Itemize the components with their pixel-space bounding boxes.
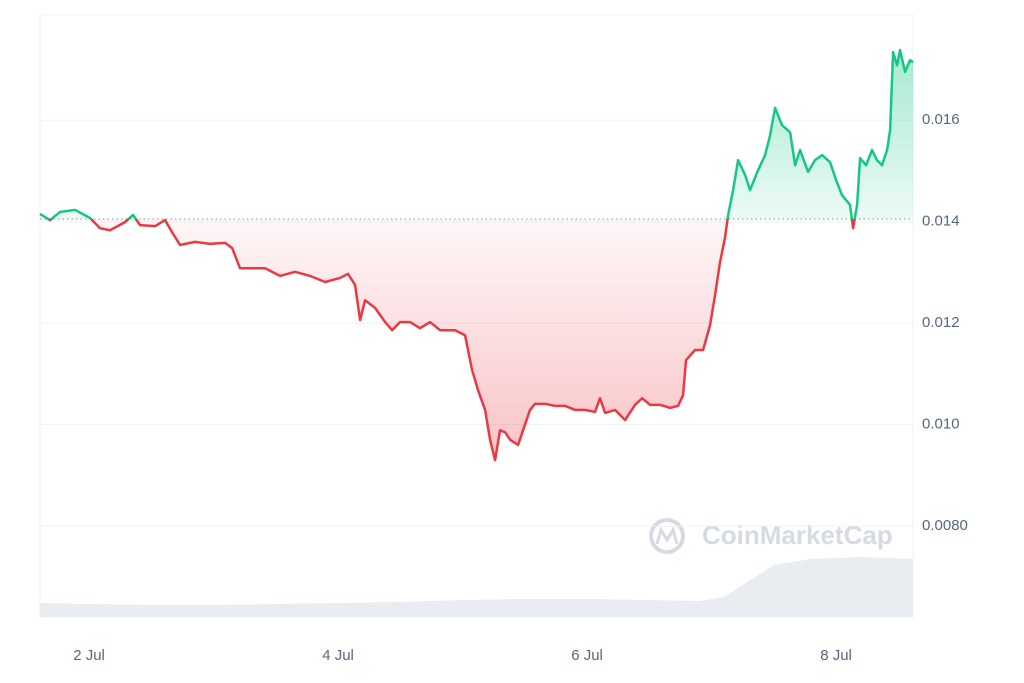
watermark-logo-mark xyxy=(655,526,679,545)
x-tick-label: 4 Jul xyxy=(322,647,354,664)
area-fill xyxy=(40,50,913,461)
x-tick-label: 6 Jul xyxy=(571,647,603,664)
price-line xyxy=(39,48,914,462)
y-tick-label: 0.0080 xyxy=(922,517,968,534)
y-tick-label: 0.014 xyxy=(922,213,960,230)
watermark-logo xyxy=(649,518,685,554)
y-tick-label: 0.012 xyxy=(922,314,960,331)
watermark-text: CoinMarketCap xyxy=(702,520,893,550)
y-tick-label: 0.010 xyxy=(922,416,960,433)
x-tick-label: 8 Jul xyxy=(820,647,852,664)
y-tick-label: 0.016 xyxy=(922,111,960,128)
x-tick-label: 2 Jul xyxy=(73,647,105,664)
volume-area xyxy=(40,557,913,617)
watermark: CoinMarketCap xyxy=(649,518,893,554)
